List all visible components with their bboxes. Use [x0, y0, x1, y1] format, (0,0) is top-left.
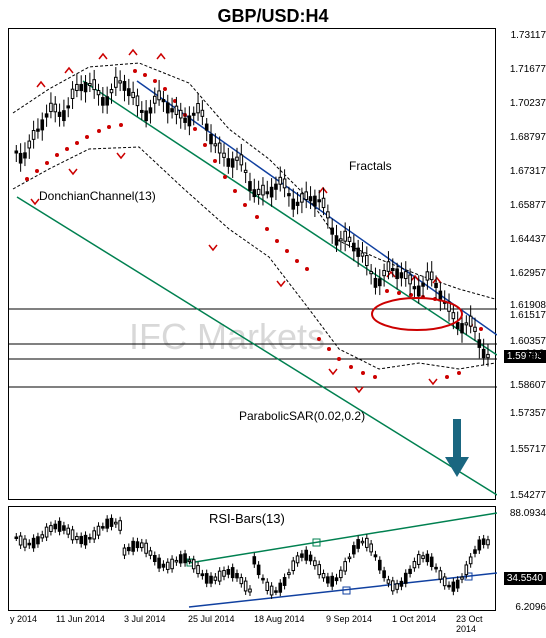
- rsi-title: RSI-Bars(13): [209, 511, 285, 526]
- annotation-psar: ParabolicSAR(0.02,0.2): [239, 409, 365, 423]
- annotation-fractals: Fractals: [349, 159, 392, 173]
- rsi-svg: RSI-Bars(13): [9, 507, 497, 612]
- annotation-donchian: DonchianChannel(13): [39, 189, 156, 203]
- x-axis: y 2014 11 Jun 2014 3 Jul 2014 25 Jul 201…: [8, 614, 496, 634]
- side-label-h4: H4: [526, 346, 544, 362]
- chart-title: GBP/USD:H4: [0, 6, 546, 27]
- watermark-text: IFC Markets: [129, 316, 325, 357]
- trendline-mid: [83, 81, 497, 355]
- rsi-panel: RSI-Bars(13): [8, 506, 496, 611]
- down-arrow: [445, 419, 469, 477]
- price-marker-rsi: 34.5540: [504, 572, 546, 585]
- main-chart-svg: IFC Markets: [9, 29, 497, 501]
- trendline-lower: [17, 197, 497, 495]
- main-price-panel: IFC Markets: [8, 28, 496, 500]
